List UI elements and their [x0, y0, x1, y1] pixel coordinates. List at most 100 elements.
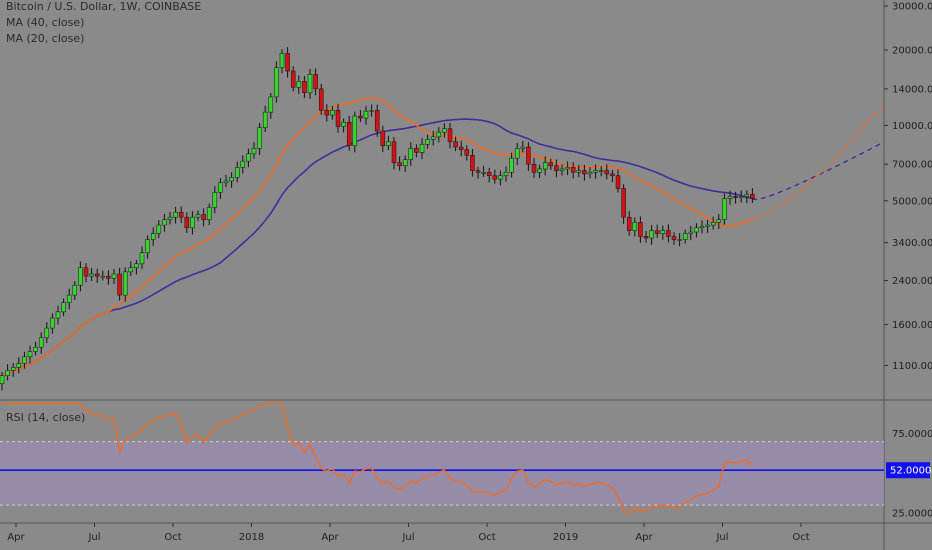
candle[interactable] — [408, 142, 414, 166]
candle[interactable] — [134, 259, 139, 275]
candle[interactable] — [313, 68, 318, 96]
ma40-line[interactable] — [1, 118, 753, 377]
candle[interactable] — [458, 140, 464, 157]
candle[interactable] — [542, 156, 548, 176]
candle[interactable] — [296, 75, 302, 94]
candle[interactable] — [83, 263, 89, 283]
candle[interactable] — [358, 109, 363, 123]
candle[interactable] — [509, 152, 514, 178]
candle[interactable] — [694, 223, 699, 238]
candle[interactable] — [330, 105, 335, 120]
candle[interactable] — [548, 158, 554, 171]
candle[interactable] — [402, 155, 408, 172]
candle[interactable] — [615, 169, 621, 193]
candle[interactable] — [481, 165, 486, 177]
candle[interactable] — [38, 332, 44, 354]
time-axis[interactable]: Apr Jul Oct 2018 Apr Jul Oct 2019 Apr Jul Oct — [7, 523, 810, 543]
candle[interactable] — [537, 164, 542, 178]
candle[interactable] — [705, 219, 710, 233]
candle[interactable] — [582, 164, 587, 181]
candle[interactable] — [251, 142, 257, 159]
candle[interactable] — [352, 111, 358, 153]
candle[interactable] — [710, 216, 716, 230]
candle[interactable] — [486, 167, 492, 183]
candle[interactable] — [122, 267, 128, 302]
candle[interactable] — [414, 144, 419, 158]
rsi-pane[interactable] — [0, 402, 884, 515]
candle[interactable] — [626, 210, 632, 236]
candle[interactable] — [526, 142, 531, 171]
candle[interactable] — [475, 166, 481, 179]
candle[interactable] — [453, 136, 458, 152]
candle[interactable] — [621, 184, 626, 224]
legend-symbol[interactable]: Bitcoin / U.S. Dollar, 1W, COINBASE — [6, 0, 202, 13]
candle[interactable] — [425, 134, 430, 149]
legend-rsi[interactable]: RSI (14, close) — [6, 411, 86, 424]
candle[interactable] — [324, 104, 330, 122]
candle[interactable] — [750, 188, 755, 203]
candle[interactable] — [363, 106, 369, 125]
candle[interactable] — [503, 166, 509, 182]
candle[interactable] — [290, 66, 296, 92]
candle[interactable] — [206, 203, 212, 226]
candle[interactable] — [738, 190, 744, 203]
candle[interactable] — [492, 169, 498, 184]
candle[interactable] — [464, 145, 470, 161]
candle[interactable] — [671, 232, 677, 245]
candle[interactable] — [733, 191, 738, 204]
candle[interactable] — [279, 49, 285, 74]
candle[interactable] — [218, 178, 223, 199]
candle[interactable] — [520, 141, 526, 153]
candle[interactable] — [554, 159, 559, 178]
candle[interactable] — [419, 138, 425, 160]
price-axis[interactable]: 30000.00 20000.00 14000.00 10000.00 7000.00 5… — [884, 2, 932, 520]
candle[interactable] — [436, 126, 442, 143]
candle[interactable] — [576, 164, 582, 178]
candle[interactable] — [318, 83, 324, 115]
candle[interactable] — [386, 135, 391, 151]
candle[interactable] — [178, 206, 184, 224]
candle[interactable] — [145, 235, 150, 259]
candle[interactable] — [598, 166, 604, 177]
candle[interactable] — [447, 122, 453, 149]
candle[interactable] — [262, 105, 268, 132]
candle[interactable] — [167, 211, 173, 225]
candle[interactable] — [94, 268, 100, 283]
candle[interactable] — [682, 229, 688, 244]
candle[interactable] — [229, 172, 234, 188]
candle[interactable] — [559, 164, 565, 176]
candle[interactable] — [89, 267, 94, 282]
legend-ma40[interactable]: MA (40, close) — [6, 16, 85, 29]
candle[interactable] — [162, 213, 167, 232]
candle[interactable] — [593, 164, 598, 179]
candle[interactable] — [374, 104, 380, 137]
candle[interactable] — [201, 208, 206, 227]
candle[interactable] — [27, 345, 33, 364]
candle[interactable] — [50, 313, 55, 334]
candle[interactable] — [44, 322, 50, 344]
candle[interactable] — [106, 270, 111, 285]
candle[interactable] — [212, 186, 218, 214]
candle[interactable] — [727, 190, 733, 205]
candle[interactable] — [654, 224, 660, 239]
candle[interactable] — [223, 174, 229, 188]
candle[interactable] — [240, 155, 246, 174]
candle[interactable] — [55, 305, 61, 325]
candle[interactable] — [173, 206, 178, 224]
candle[interactable] — [638, 216, 643, 243]
candle[interactable] — [285, 47, 290, 78]
candle[interactable] — [442, 123, 447, 138]
candle[interactable] — [514, 142, 520, 165]
candle[interactable] — [666, 224, 671, 243]
candle[interactable] — [430, 130, 436, 146]
candle[interactable] — [632, 217, 638, 237]
candle[interactable] — [604, 164, 610, 180]
candle[interactable] — [5, 364, 10, 381]
candle[interactable] — [570, 162, 576, 179]
candle[interactable] — [369, 104, 374, 117]
candle[interactable] — [722, 193, 727, 225]
ma20-line[interactable] — [1, 97, 753, 377]
candle[interactable] — [649, 225, 654, 245]
candle[interactable] — [699, 220, 705, 234]
